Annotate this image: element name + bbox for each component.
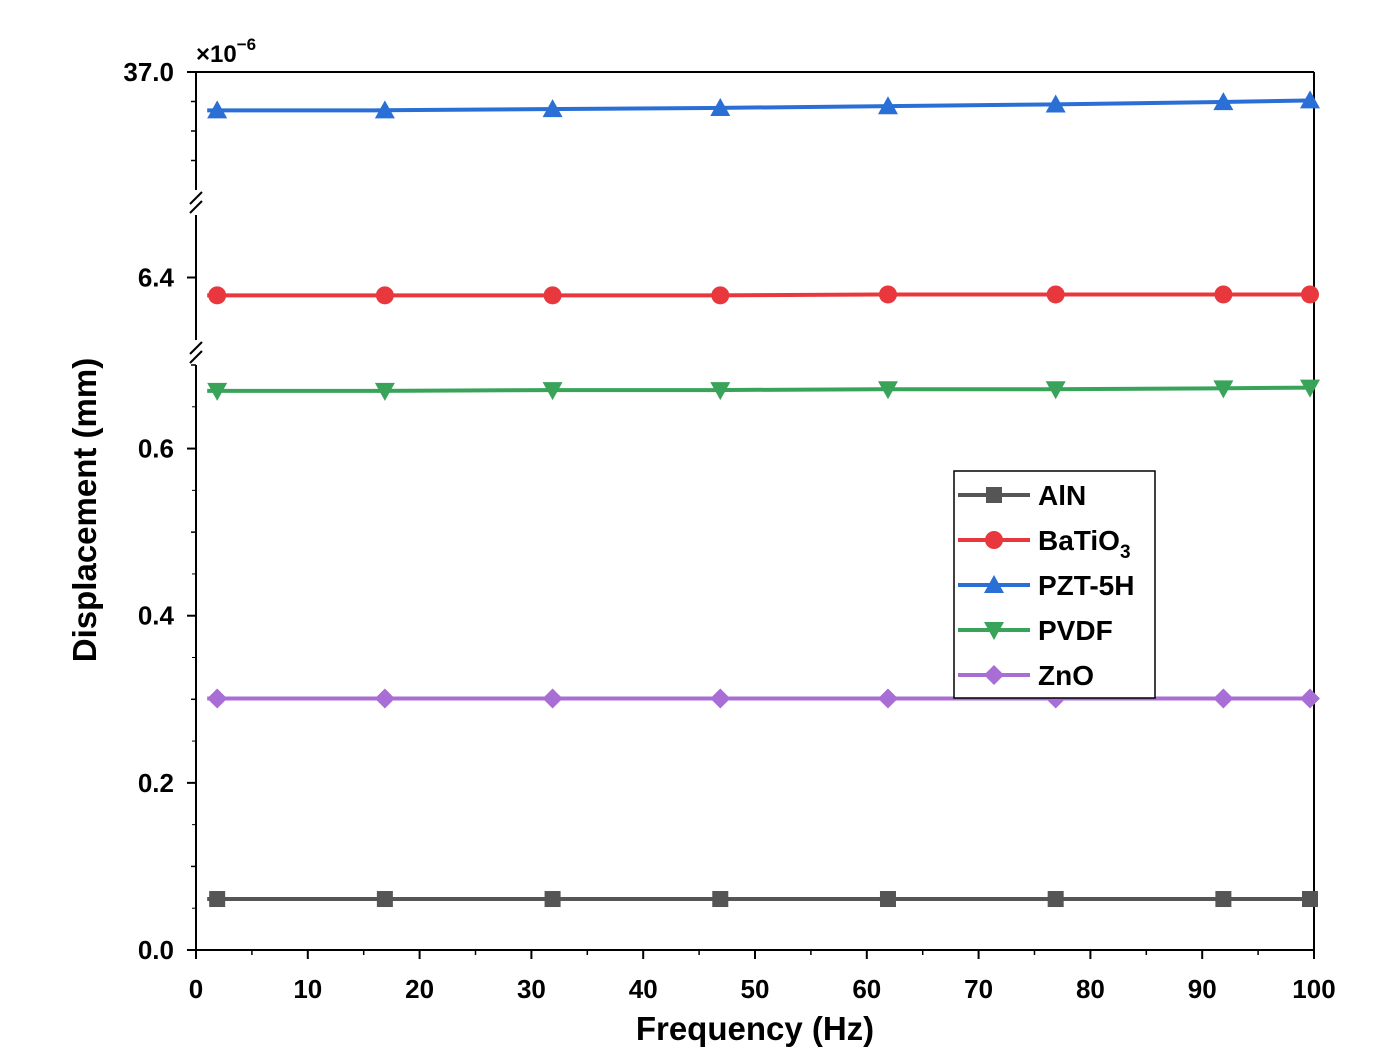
legend-item-pvdf: PVDF	[958, 615, 1113, 646]
data-point-pvdf	[710, 382, 731, 401]
legend-swatch-marker	[984, 575, 1004, 593]
legend-swatch-marker	[984, 622, 1004, 640]
data-point-zno	[374, 688, 395, 709]
x-axis-title: Frequency (Hz)	[636, 1010, 874, 1047]
y-tick-label: 0.6	[138, 434, 174, 464]
y-tick-label: 0.2	[138, 768, 174, 798]
series-line-pvdf	[207, 385, 1315, 393]
data-point-batio	[1214, 285, 1233, 304]
data-point-batio	[878, 285, 897, 304]
data-point-aln	[712, 891, 729, 908]
data-point-aln	[544, 891, 561, 908]
data-point-zno	[1213, 688, 1234, 709]
y-tick-label: 0.4	[138, 601, 175, 631]
axis-break-mark	[189, 350, 203, 364]
axis-break-mark	[189, 341, 203, 355]
data-point-pvdf	[1213, 380, 1234, 399]
y-multiplier: ×10−6	[196, 35, 256, 68]
legend-swatch-marker	[986, 487, 1002, 503]
legend-label: AlN	[1038, 480, 1086, 511]
legend-label: ZnO	[1038, 660, 1094, 691]
data-point-aln	[1302, 891, 1318, 908]
data-point-pzt-5h	[1045, 94, 1066, 113]
data-point-pzt-5h	[710, 97, 731, 116]
x-axis: 0 10 20 30 40 50 60 70 80 90 100	[189, 949, 1336, 1004]
data-point-batio	[711, 286, 730, 305]
plot-frame	[196, 71, 1315, 950]
series-pvdf	[207, 379, 1320, 401]
y-tick-label: 6.4	[138, 263, 175, 293]
x-tick-label: 70	[964, 974, 993, 1004]
legend-label: PVDF	[1038, 615, 1113, 646]
data-point-pzt-5h	[877, 96, 898, 115]
data-point-aln	[1215, 891, 1232, 908]
legend-item-pzt-5h: PZT-5H	[958, 570, 1134, 601]
series-aln	[207, 891, 1318, 908]
series-pzt-5h	[207, 90, 1320, 119]
x-tick-label: 40	[629, 974, 658, 1004]
legend-swatch-marker	[985, 531, 1003, 549]
data-point-pzt-5h	[374, 100, 395, 119]
legend-swatch-marker	[984, 665, 1004, 685]
legend-label: PZT-5H	[1038, 570, 1134, 601]
data-point-pvdf	[542, 382, 563, 401]
data-point-pvdf	[1300, 379, 1320, 398]
data-point-batio	[1301, 285, 1319, 304]
x-tick-label: 80	[1076, 974, 1105, 1004]
data-point-pvdf	[1045, 381, 1066, 400]
data-point-batio	[543, 286, 562, 305]
data-point-pzt-5h	[207, 100, 228, 119]
series-line-batio	[207, 292, 1314, 298]
data-point-zno	[710, 688, 731, 709]
legend-item-zno: ZnO	[958, 660, 1094, 691]
data-point-pzt-5h	[1300, 90, 1320, 109]
data-point-batio	[208, 286, 227, 305]
data-point-batio	[375, 286, 394, 305]
data-point-aln	[1047, 891, 1064, 908]
series-line-pzt-5h	[207, 98, 1315, 113]
data-point-aln	[376, 891, 393, 908]
x-tick-label: 20	[405, 974, 434, 1004]
data-point-zno	[207, 688, 228, 709]
data-point-pzt-5h	[542, 99, 563, 118]
series-layer	[207, 90, 1320, 908]
x-tick-label: 100	[1292, 974, 1335, 1004]
y-tick-label: 0.0	[138, 935, 174, 965]
x-tick-label: 10	[293, 974, 322, 1004]
data-point-pvdf	[207, 382, 228, 401]
axis-break-mark	[189, 200, 203, 214]
y-tick-label: 37.0	[123, 57, 174, 87]
axis-break-mark	[189, 191, 203, 205]
x-tick-label: 30	[517, 974, 546, 1004]
data-point-zno	[1300, 688, 1320, 709]
series-zno	[207, 688, 1320, 709]
data-point-aln	[209, 891, 226, 908]
data-point-zno	[877, 688, 898, 709]
data-point-pzt-5h	[1213, 92, 1234, 111]
legend-item-aln: AlN	[958, 480, 1086, 511]
x-tick-label: 50	[741, 974, 770, 1004]
x-tick-label: 90	[1188, 974, 1217, 1004]
x-tick-label: 0	[189, 974, 203, 1004]
data-point-aln	[879, 891, 896, 908]
y-multiplier-exp: −6	[237, 35, 256, 54]
y-axis-title: Displacement (mm)	[66, 358, 103, 662]
legend-label-subscript: 3	[1120, 542, 1131, 563]
y-multiplier-base: ×10	[196, 41, 237, 68]
data-point-pvdf	[374, 382, 395, 401]
x-tick-label: 60	[852, 974, 881, 1004]
data-point-batio	[1046, 285, 1065, 304]
data-point-zno	[542, 688, 563, 709]
y-axis: 0.0 0.2 0.4 0.6 6.4 37.0	[123, 57, 203, 965]
series-batio	[207, 285, 1319, 305]
data-point-pvdf	[877, 381, 898, 400]
